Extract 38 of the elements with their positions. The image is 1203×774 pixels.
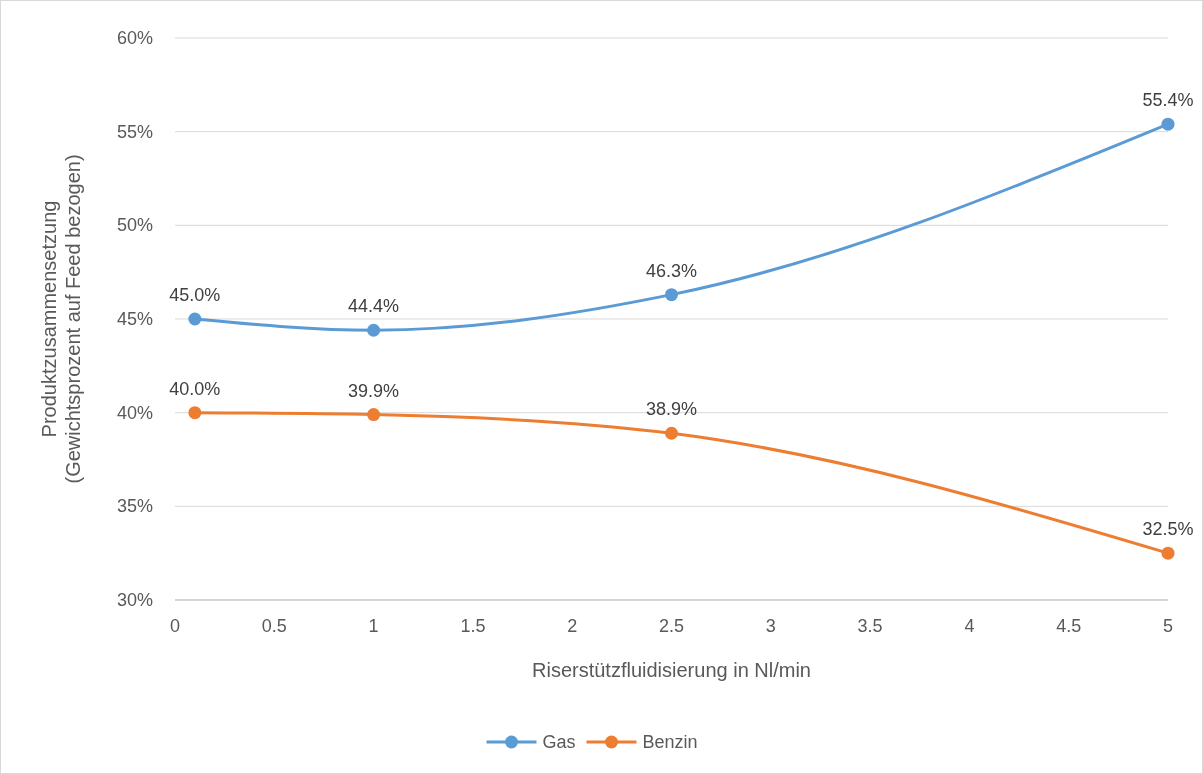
y-tick-label: 40%: [116, 402, 153, 423]
x-tick-label: 0: [169, 616, 181, 636]
x-tick-label: 3.5: [857, 616, 883, 636]
point: [367, 408, 381, 422]
y-tick-label: 35%: [116, 496, 153, 517]
data-label: 55.4%: [1142, 90, 1194, 111]
y-tick-label: 55%: [116, 121, 153, 142]
x-tick-label: 3: [765, 616, 776, 636]
data-label: 38.9%: [645, 399, 698, 420]
point: [188, 312, 202, 326]
point: [665, 426, 678, 440]
x-tick-label: 1.5: [460, 616, 486, 636]
x-axis-title: Riserstützfluidisierung in Nl/min: [532, 659, 811, 681]
data-label: 40.0%: [169, 378, 221, 399]
legend-label: Benzin: [642, 732, 698, 752]
y-tick-label: 60%: [116, 28, 153, 48]
x-tick-label: 0.5: [261, 616, 287, 636]
x-tick-label: 2: [567, 616, 578, 636]
legend-label: Gas: [542, 732, 576, 752]
point: [665, 288, 678, 302]
x-tick-label: 4: [964, 616, 975, 636]
x-tick-label: 1: [368, 616, 379, 636]
y-tick-label: 45%: [116, 309, 153, 329]
data-label: 32.5%: [1142, 519, 1194, 540]
data-label: 46.3%: [645, 260, 698, 281]
data-label: 45.0%: [169, 285, 221, 305]
x-tick-label: 4.5: [1056, 616, 1082, 636]
data-label: 39.9%: [348, 380, 400, 401]
y-tick-label: 50%: [116, 215, 153, 236]
point: [1161, 117, 1175, 131]
y-axis-title: Produktzusammensetzung (Gewichtsprozent auf Feed bezogen): [38, 154, 84, 484]
data-label: 44.4%: [348, 296, 400, 317]
y-tick-label: 30%: [116, 590, 153, 610]
point: [1161, 546, 1175, 560]
point: [367, 323, 381, 337]
x-tick-label: 2.5: [658, 616, 685, 636]
point: [188, 406, 202, 420]
x-tick-label: 5: [1162, 616, 1174, 636]
